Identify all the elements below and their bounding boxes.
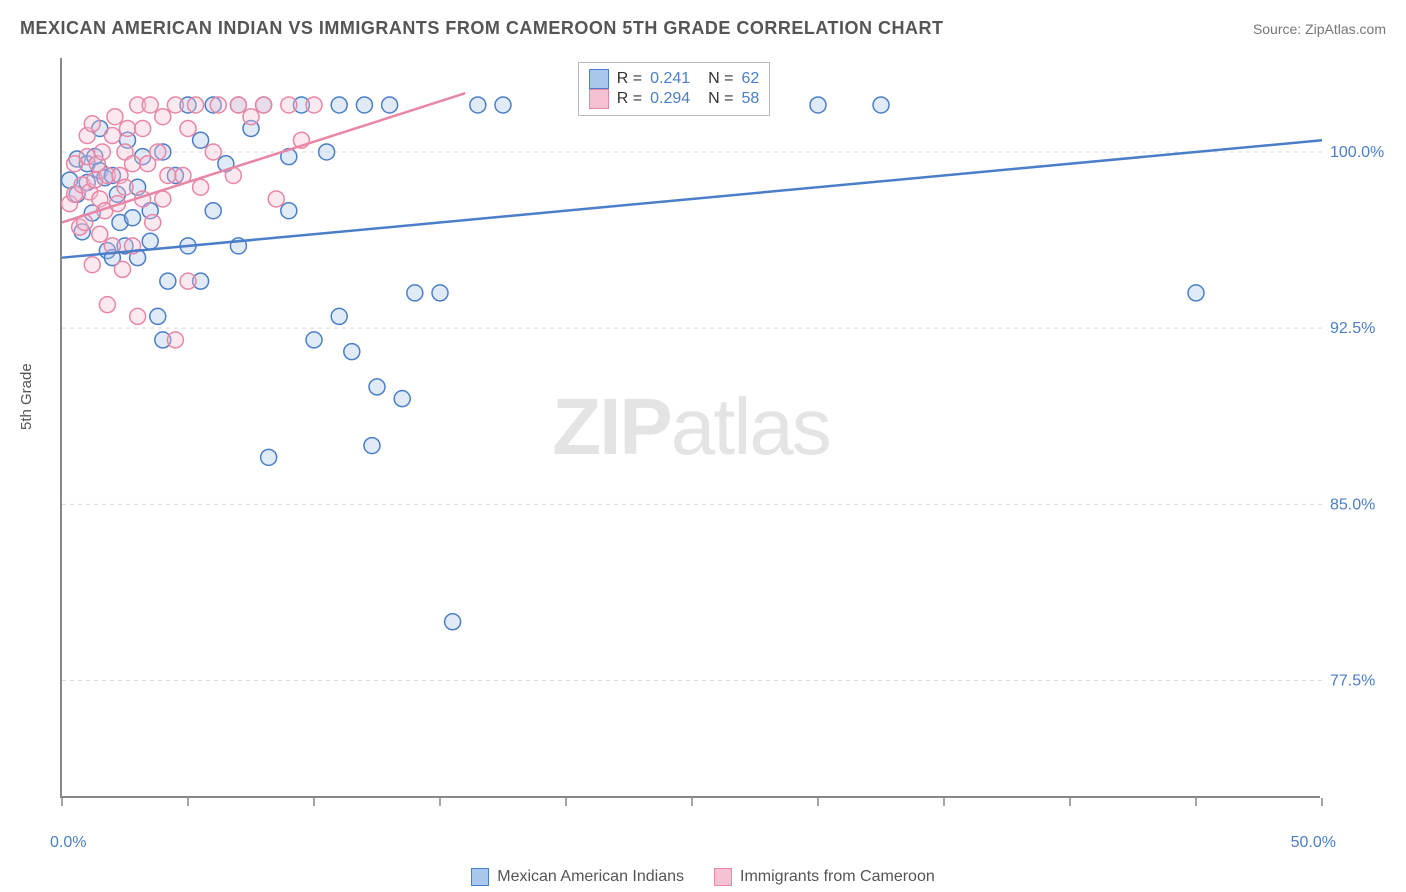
legend-swatch [471, 868, 489, 886]
stats-legend-row: R = 0.294 N = 58 [589, 89, 760, 109]
stats-legend-box: R = 0.241 N = 62 R = 0.294 N = 58 [578, 62, 771, 116]
legend-swatch [589, 69, 609, 89]
series-legend-label: Immigrants from Cameroon [740, 868, 935, 886]
svg-text:100.0%: 100.0% [1330, 144, 1384, 161]
stat-r-value: 0.241 [650, 70, 690, 88]
chart-container: MEXICAN AMERICAN INDIAN VS IMMIGRANTS FR… [0, 0, 1406, 892]
stat-n-label: N = [708, 90, 733, 108]
plot-svg: 100.0%92.5%85.0%77.5% [62, 58, 1322, 798]
stats-legend-row: R = 0.241 N = 62 [589, 69, 760, 89]
stat-r-value: 0.294 [650, 90, 690, 108]
y-axis-label: 5th Grade [18, 363, 35, 430]
series-legend: Mexican American Indians Immigrants from … [0, 868, 1406, 886]
x-axis-min-label: 0.0% [50, 834, 86, 852]
x-axis-max-label: 50.0% [1291, 834, 1336, 852]
plot-area: 100.0%92.5%85.0%77.5% ZIPatlas R =0.241N… [60, 58, 1320, 798]
series-legend-item: Mexican American Indians [471, 868, 684, 886]
stat-n-value: 62 [742, 70, 760, 88]
stat-n-label: N = [708, 70, 733, 88]
chart-title: MEXICAN AMERICAN INDIAN VS IMMIGRANTS FR… [20, 18, 944, 39]
stat-r-label: R = [617, 90, 642, 108]
legend-swatch [589, 89, 609, 109]
series-legend-label: Mexican American Indians [497, 868, 684, 886]
stat-r-label: R = [617, 70, 642, 88]
title-bar: MEXICAN AMERICAN INDIAN VS IMMIGRANTS FR… [20, 18, 1386, 39]
legend-swatch [714, 868, 732, 886]
stat-n-value: 58 [742, 90, 760, 108]
series-legend-item: Immigrants from Cameroon [714, 868, 935, 886]
svg-text:92.5%: 92.5% [1330, 320, 1375, 337]
svg-text:77.5%: 77.5% [1330, 673, 1375, 690]
source-label: Source: ZipAtlas.com [1253, 21, 1386, 37]
svg-text:85.0%: 85.0% [1330, 496, 1375, 513]
